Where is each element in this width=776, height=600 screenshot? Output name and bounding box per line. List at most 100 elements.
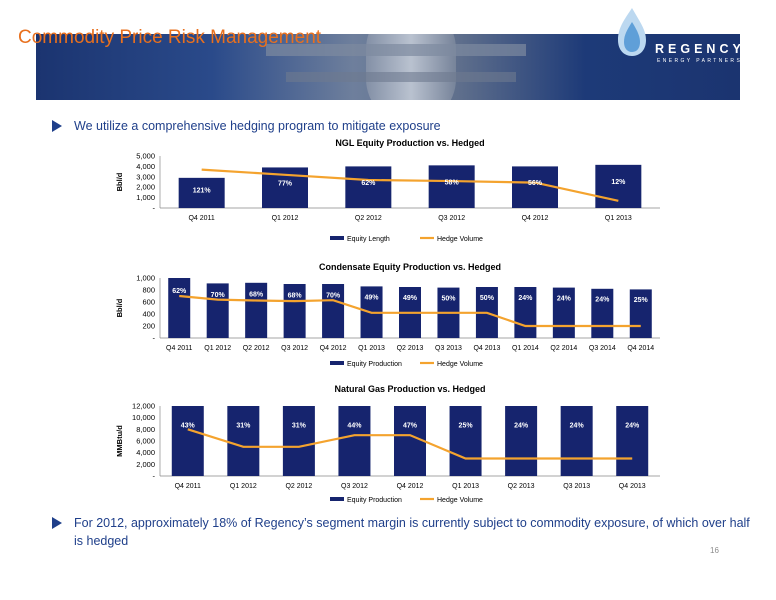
data-label: 62%	[361, 180, 376, 187]
bar-q4-2012	[512, 166, 558, 208]
data-label: 25%	[634, 297, 649, 304]
y-tick-label: 4,000	[136, 448, 155, 457]
y-axis-label: Bbl/d	[115, 172, 124, 191]
bullet-arrow-icon	[52, 120, 62, 132]
data-label: 24%	[625, 423, 640, 430]
data-label: 70%	[211, 292, 226, 299]
data-label: 44%	[347, 423, 362, 430]
x-tick-label: Q1 2012	[204, 345, 231, 352]
legend-label: Equity Production	[347, 361, 402, 368]
y-tick-label: 10,000	[132, 413, 155, 422]
y-tick-label: 800	[142, 286, 155, 295]
x-tick-label: Q2 2012	[243, 345, 270, 352]
data-label: 58%	[445, 179, 460, 186]
x-tick-label: Q1 2013	[358, 345, 385, 352]
data-label: 31%	[292, 423, 307, 430]
pipe-image	[286, 72, 516, 82]
natural-gas-production-chart: Natural Gas Production vs. Hedged MMBtu/d…	[115, 384, 660, 504]
y-tick-label: 1,000	[136, 274, 155, 283]
data-label: 121%	[193, 187, 212, 194]
data-label: 31%	[236, 423, 251, 430]
bullet-item: We utilize a comprehensive hedging progr…	[52, 117, 752, 137]
y-tick-label: 2,000	[136, 183, 155, 192]
y-tick-label: 200	[142, 322, 155, 331]
bar-q4-2011	[168, 278, 191, 338]
x-tick-label: Q1 2014	[512, 345, 539, 352]
data-label: 50%	[480, 295, 495, 302]
x-tick-label: Q4 2014	[627, 345, 654, 352]
chart-title: Condensate Equity Production vs. Hedged	[319, 262, 501, 272]
x-tick-label: Q4 2013	[619, 483, 646, 490]
legend-label: Equity Production	[347, 497, 402, 504]
x-tick-label: Q4 2013	[473, 345, 500, 352]
data-label: 68%	[249, 292, 264, 299]
data-label: 24%	[557, 296, 572, 303]
bar-q1-2013	[449, 406, 482, 476]
x-tick-label: Q2 2012	[355, 215, 382, 222]
y-axis-label: MMBtu/d	[115, 425, 124, 457]
bar-q4-2013	[616, 406, 649, 476]
logo-subtext: ENERGY PARTNERS	[657, 58, 743, 64]
bar-q3-2012	[283, 284, 306, 338]
x-tick-label: Q1 2013	[452, 483, 479, 490]
data-label: 12%	[611, 179, 626, 186]
x-tick-label: Q4 2012	[320, 345, 347, 352]
data-label: 49%	[365, 295, 380, 302]
x-tick-label: Q3 2013	[435, 345, 462, 352]
chart-title: Natural Gas Production vs. Hedged	[334, 384, 485, 394]
y-tick-label: 400	[142, 310, 155, 319]
legend-swatch-bar	[330, 236, 344, 240]
data-label: 25%	[459, 423, 474, 430]
chart-title: NGL Equity Production vs. Hedged	[335, 138, 484, 148]
bullet-arrow-icon	[52, 517, 62, 529]
bullet-item: For 2012, approximately 18% of Regency’s…	[52, 514, 752, 554]
page-title: Commodity Price Risk Management	[18, 27, 322, 48]
x-tick-label: Q2 2013	[508, 483, 535, 490]
bar-q1-2012	[227, 406, 260, 476]
bar-q2-2013	[505, 406, 538, 476]
hedge-volume-line	[179, 294, 641, 328]
logo-flame-icon	[618, 8, 646, 56]
y-tick-label: 600	[142, 298, 155, 307]
hedge-volume-line	[187, 428, 633, 460]
bullet-text: For 2012, approximately 18% of Regency’s…	[74, 516, 750, 548]
x-tick-label: Q3 2012	[341, 483, 368, 490]
y-tick-label: 1,000	[136, 193, 155, 202]
legend-label: Hedge Volume	[437, 361, 483, 368]
y-axis-label: Bbl/d	[115, 298, 124, 317]
data-label: 62%	[172, 288, 187, 295]
data-label: 50%	[441, 296, 456, 303]
y-tick-label: -	[153, 334, 156, 343]
data-label: 70%	[326, 293, 341, 300]
x-tick-label: Q4 2011	[175, 483, 201, 490]
bar-q2-2012	[245, 282, 268, 338]
data-label: 24%	[595, 297, 610, 304]
x-tick-label: Q4 2011	[166, 345, 192, 352]
x-tick-label: Q2 2013	[397, 345, 424, 352]
x-tick-label: Q1 2012	[272, 215, 299, 222]
y-tick-label: 5,000	[136, 152, 155, 161]
data-label: 43%	[181, 423, 196, 430]
x-tick-label: Q1 2013	[605, 215, 632, 222]
data-label: 56%	[528, 180, 543, 187]
hedge-volume-line	[201, 168, 619, 202]
bar-q2-2012	[282, 406, 315, 476]
y-tick-label: 4,000	[136, 162, 155, 171]
x-tick-label: Q4 2012	[397, 483, 424, 490]
data-label: 24%	[514, 423, 529, 430]
data-label: 24%	[570, 423, 585, 430]
legend-label: Equity Length	[347, 236, 390, 243]
y-tick-label: 12,000	[132, 402, 155, 411]
legend-label: Hedge Volume	[437, 497, 483, 504]
legend-swatch-bar	[330, 497, 344, 501]
page-number: 16	[710, 546, 719, 555]
x-tick-label: Q1 2012	[230, 483, 257, 490]
x-tick-label: Q4 2011	[188, 215, 214, 222]
y-tick-label: -	[153, 204, 156, 213]
logo-text: REGENCY	[655, 42, 745, 56]
bar-q4-2011	[171, 406, 204, 476]
y-tick-label: -	[153, 472, 156, 481]
x-tick-label: Q2 2012	[285, 483, 312, 490]
y-tick-label: 3,000	[136, 172, 155, 181]
x-tick-label: Q2 2014	[550, 345, 577, 352]
